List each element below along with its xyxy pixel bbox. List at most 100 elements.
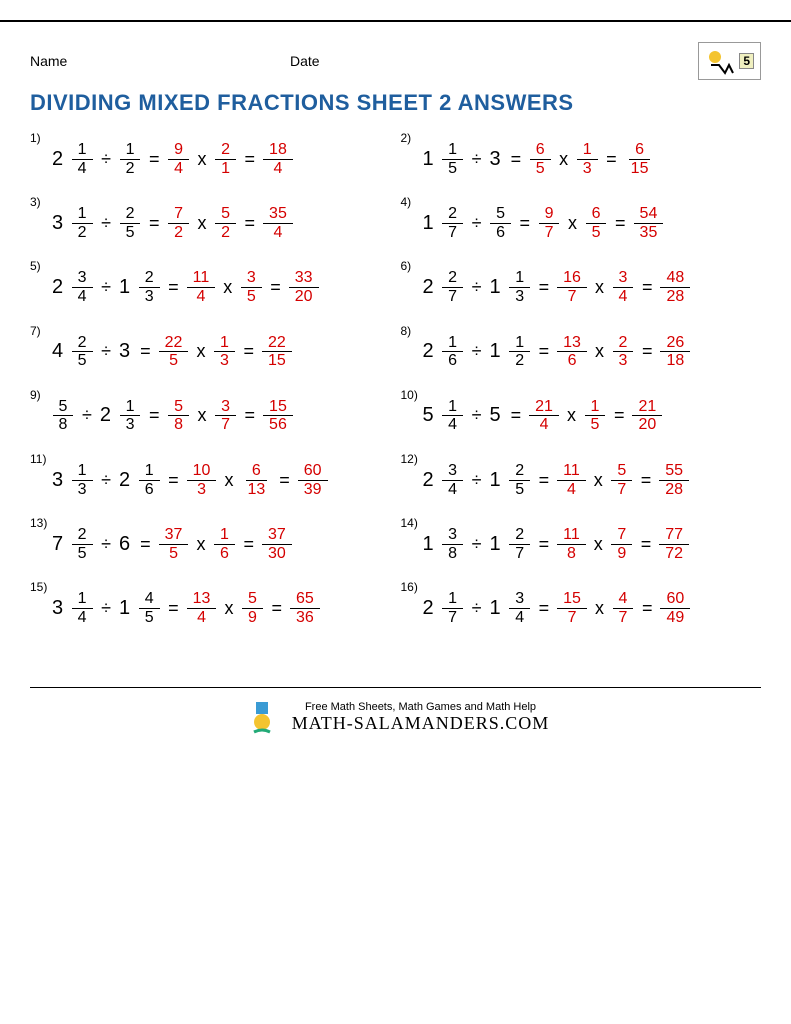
numerator: 60 bbox=[298, 462, 328, 481]
fraction: 16 bbox=[213, 526, 235, 562]
fraction: 34 bbox=[612, 269, 634, 305]
problem-number: 16) bbox=[401, 580, 418, 594]
denominator: 5 bbox=[72, 352, 93, 370]
numerator: 13 bbox=[557, 334, 587, 353]
denominator: 5 bbox=[241, 288, 262, 306]
times-op: x bbox=[194, 534, 207, 555]
fraction: 225 bbox=[159, 334, 189, 370]
whole-number: 3 bbox=[52, 212, 63, 235]
fraction: 21 bbox=[215, 141, 237, 177]
fraction: 14 bbox=[71, 590, 93, 626]
footer: Free Math Sheets, Math Games and Math He… bbox=[30, 687, 761, 738]
times-op: x bbox=[196, 405, 209, 426]
fraction: 5528 bbox=[659, 462, 689, 498]
times-op: x bbox=[557, 149, 570, 170]
fraction: 134 bbox=[187, 590, 217, 626]
whole-number: 4 bbox=[52, 340, 63, 363]
equals-op: = bbox=[268, 277, 283, 298]
denominator: 3 bbox=[509, 288, 530, 306]
equals-op: = bbox=[166, 598, 181, 619]
numerator: 21 bbox=[529, 398, 559, 417]
worksheet-page: Name Date 5 DIVIDING MIXED FRACTIONS SHE… bbox=[0, 20, 791, 758]
denominator: 7 bbox=[562, 609, 583, 627]
fraction: 2120 bbox=[632, 398, 662, 434]
denominator: 72 bbox=[659, 545, 689, 563]
divide-op: ÷ bbox=[99, 534, 113, 555]
numerator: 15 bbox=[557, 590, 587, 609]
problem: 8) 216 ÷ 112 = 136 x 23 = 2618 bbox=[401, 334, 762, 370]
numerator: 3 bbox=[241, 269, 262, 288]
header-row: Name Date 5 bbox=[30, 42, 761, 80]
expression: 216 ÷ 112 = 136 x 23 = 2618 bbox=[423, 334, 691, 370]
whole-number: 3 bbox=[52, 469, 63, 492]
whole-number: 2 bbox=[423, 276, 434, 299]
denominator: 3 bbox=[577, 160, 598, 178]
denominator: 8 bbox=[168, 416, 189, 434]
numerator: 11 bbox=[187, 269, 216, 288]
denominator: 5 bbox=[120, 224, 141, 242]
numerator: 5 bbox=[611, 462, 632, 481]
fraction: 47 bbox=[612, 590, 634, 626]
numerator: 1 bbox=[442, 141, 463, 160]
equals-op: = bbox=[243, 213, 258, 234]
denominator: 4 bbox=[509, 609, 530, 627]
times-op: x bbox=[592, 534, 605, 555]
expression: 234 ÷ 123 = 114 x 35 = 3320 bbox=[52, 269, 319, 305]
fraction: 79 bbox=[611, 526, 633, 562]
problem: 9) 58 ÷ 213 = 58 x 37 = 1556 bbox=[30, 398, 391, 434]
fraction: 23 bbox=[138, 269, 160, 305]
equals-op: = bbox=[147, 149, 162, 170]
problem-number: 4) bbox=[401, 195, 412, 209]
fraction: 59 bbox=[241, 590, 263, 626]
denominator: 5 bbox=[442, 160, 463, 178]
denominator: 4 bbox=[168, 160, 189, 178]
fraction: 1556 bbox=[263, 398, 293, 434]
footer-tagline: Free Math Sheets, Math Games and Math He… bbox=[292, 701, 550, 713]
name-label: Name bbox=[30, 53, 290, 69]
whole-number: 2 bbox=[423, 469, 434, 492]
denominator: 7 bbox=[442, 224, 463, 242]
fraction: 45 bbox=[138, 590, 160, 626]
numerator: 3 bbox=[613, 269, 634, 288]
denominator: 4 bbox=[442, 481, 463, 499]
equals-op: = bbox=[138, 534, 153, 555]
numerator: 2 bbox=[442, 205, 463, 224]
denominator: 6 bbox=[214, 545, 235, 563]
fraction: 27 bbox=[442, 269, 464, 305]
numerator: 2 bbox=[120, 205, 141, 224]
numerator: 3 bbox=[509, 590, 530, 609]
fraction: 16 bbox=[138, 462, 160, 498]
numerator: 3 bbox=[442, 462, 463, 481]
times-op: x bbox=[222, 470, 235, 491]
fraction: 58 bbox=[52, 398, 74, 434]
fraction: 52 bbox=[215, 205, 237, 241]
equals-op: = bbox=[537, 277, 552, 298]
numerator: 6 bbox=[586, 205, 607, 224]
numerator: 54 bbox=[634, 205, 664, 224]
denominator: 7 bbox=[215, 416, 236, 434]
denominator: 2 bbox=[215, 224, 236, 242]
fraction: 6049 bbox=[660, 590, 690, 626]
whole-number: 1 bbox=[490, 469, 501, 492]
numerator: 5 bbox=[242, 590, 263, 609]
denominator: 4 bbox=[613, 288, 634, 306]
times-op: x bbox=[565, 405, 578, 426]
denominator: 7 bbox=[509, 545, 530, 563]
numerator: 13 bbox=[187, 590, 217, 609]
divide-op: ÷ bbox=[470, 470, 484, 491]
times-op: x bbox=[196, 213, 209, 234]
problem: 2) 115 ÷ 3 = 65 x 13 = 615 bbox=[401, 141, 762, 177]
problem-number: 10) bbox=[401, 388, 418, 402]
fraction: 27 bbox=[442, 205, 464, 241]
fraction: 58 bbox=[168, 398, 190, 434]
expression: 127 ÷ 56 = 97 x 65 = 5435 bbox=[423, 205, 664, 241]
whole-number: 3 bbox=[119, 340, 130, 363]
grade-badge: 5 bbox=[739, 53, 754, 69]
numerator: 2 bbox=[509, 526, 530, 545]
denominator: 5 bbox=[163, 352, 184, 370]
numerator: 15 bbox=[263, 398, 293, 417]
denominator: 5 bbox=[72, 545, 93, 563]
equals-op: = bbox=[138, 341, 153, 362]
whole-number: 1 bbox=[423, 533, 434, 556]
denominator: 5 bbox=[585, 416, 606, 434]
